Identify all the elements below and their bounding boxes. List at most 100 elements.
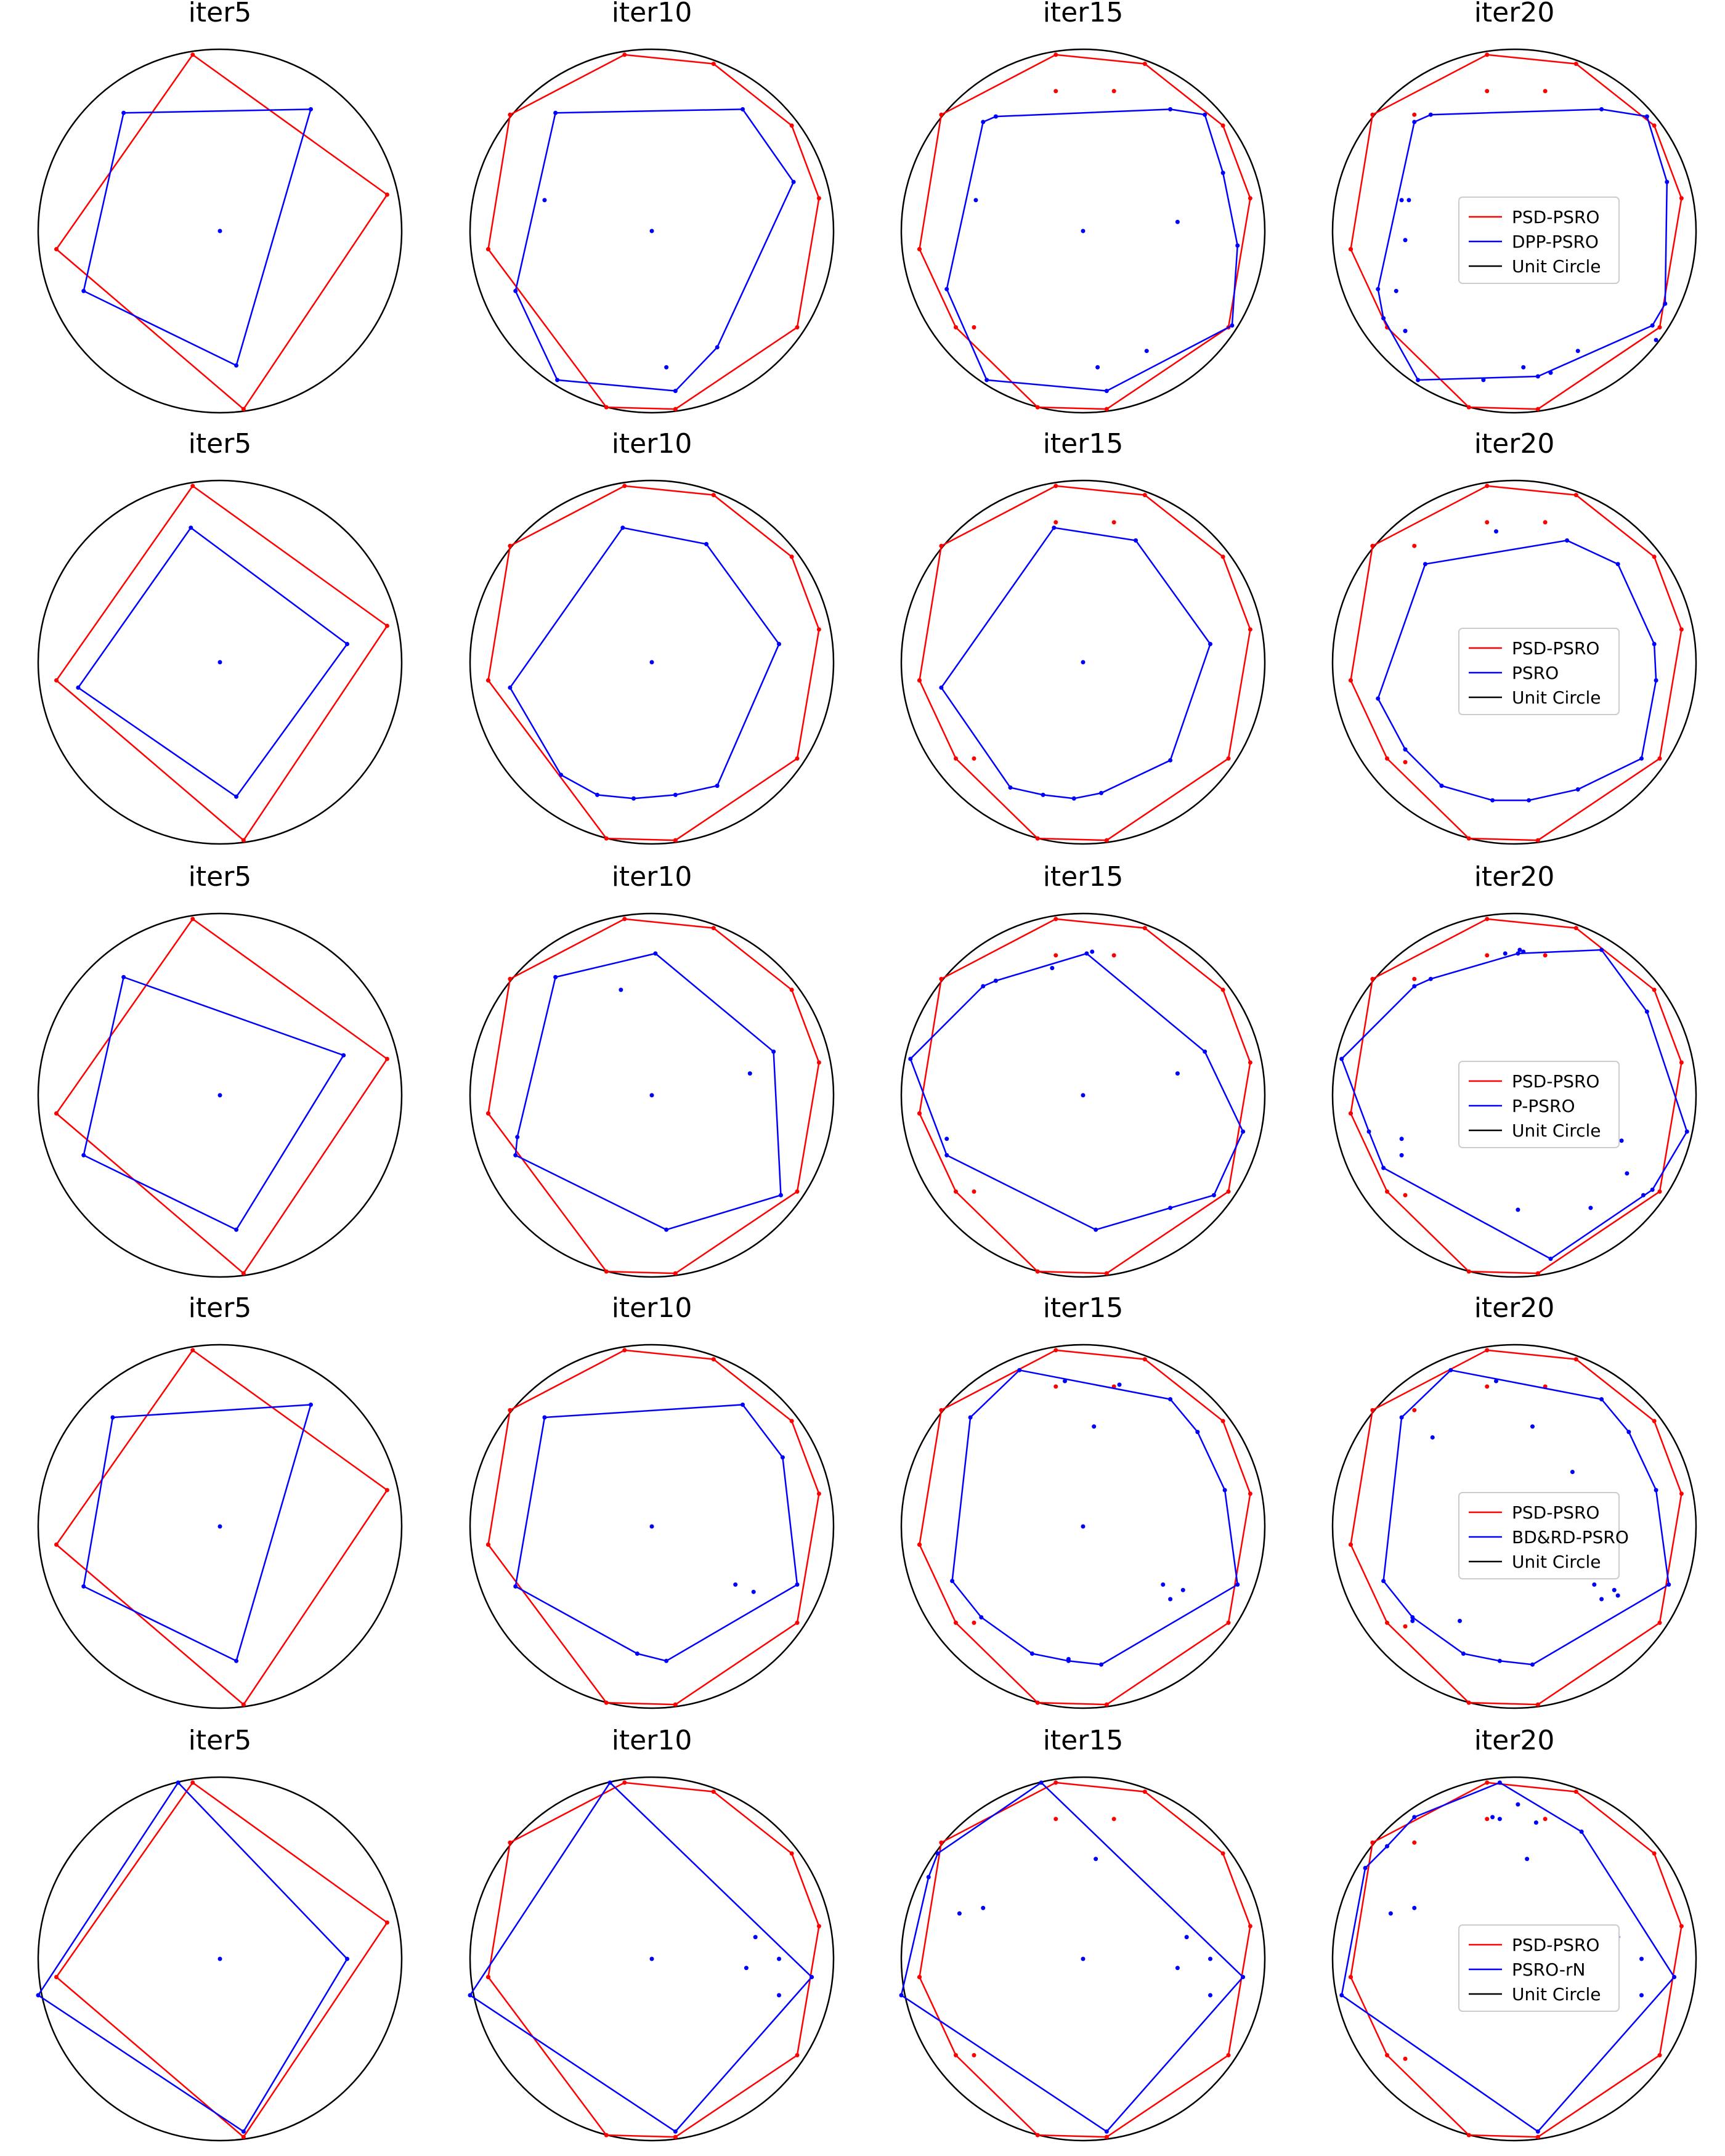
psd-psro-point (1412, 1840, 1417, 1845)
baseline-point (1081, 1093, 1086, 1098)
panel-title: iter20 (1474, 428, 1555, 460)
psd-psro-point (384, 192, 389, 197)
baseline-point (1220, 171, 1225, 176)
baseline-point (1399, 1415, 1404, 1420)
psd-psro-point (622, 52, 627, 57)
unit-circle (469, 479, 835, 845)
psd-psro-point (1403, 1193, 1408, 1198)
baseline-point (1203, 112, 1208, 117)
baseline-point (309, 107, 313, 111)
baseline-hull (514, 1404, 798, 1662)
psd-psro-point (972, 756, 976, 761)
baseline-point (1410, 1615, 1415, 1619)
psd-psro-point (604, 1700, 609, 1705)
psd-psro-point (917, 1542, 922, 1547)
baseline-point (1081, 1524, 1086, 1529)
baseline-point (1385, 1844, 1389, 1849)
baseline-point (1615, 562, 1620, 567)
panel-r5-iter15: iter15 (899, 1725, 1266, 2142)
baseline-point (513, 1584, 518, 1589)
psd-psro-point (1142, 1357, 1147, 1362)
baseline-point (1399, 1153, 1404, 1157)
psd-psro-point (917, 1111, 922, 1116)
baseline-point (1530, 1662, 1535, 1667)
psd-psro-point (1412, 112, 1417, 117)
baseline-point (1095, 365, 1100, 370)
psd-psro-point (1485, 953, 1490, 958)
psd-psro-point (1403, 760, 1408, 764)
panel-r4-iter20: iter20 PSD-PSRO BD&RD-PSRO Unit Circle (1331, 1292, 1697, 1709)
baseline-point (1448, 1368, 1453, 1372)
unit-circle (1331, 912, 1697, 1278)
baseline-point (1535, 374, 1540, 379)
psd-psro-point (1220, 1851, 1225, 1856)
panel-r1-iter5: iter5 (37, 0, 403, 414)
baseline-point (1521, 949, 1526, 954)
baseline-point (1412, 984, 1417, 989)
psd-psro-point (190, 917, 195, 922)
baseline-point (733, 1582, 738, 1587)
baseline-point (176, 1780, 181, 1785)
baseline-point (513, 288, 518, 293)
baseline-hull (1341, 949, 1688, 1260)
psd-psro-point (1053, 1780, 1058, 1785)
baseline-hull (946, 108, 1239, 392)
baseline-point (741, 107, 745, 111)
psd-psro-point (54, 1111, 59, 1116)
psd-psro-point (1657, 2053, 1662, 2057)
psd-psro-point (1652, 1419, 1657, 1424)
psd-psro-point (1535, 838, 1540, 843)
psd-psro-point (1385, 1620, 1389, 1625)
psd-psro-point (795, 756, 800, 761)
baseline-point (1094, 1227, 1098, 1232)
psd-psro-point (190, 1780, 195, 1785)
baseline-point (1650, 323, 1655, 328)
baseline-point (1071, 796, 1076, 801)
baseline-point (1535, 2129, 1540, 2134)
baseline-point (1410, 1618, 1415, 1623)
psd-psro-point (1248, 627, 1252, 632)
baseline-hull (83, 108, 312, 367)
psd-psro-point (816, 1060, 821, 1065)
legend-box (1458, 197, 1620, 284)
psd-psro-point (1412, 976, 1417, 981)
psd-psro-point (954, 1620, 958, 1625)
legend: PSD-PSRO BD&RD-PSRO Unit Circle (1458, 1492, 1629, 1579)
psd-psro-point (1485, 89, 1490, 94)
psd-psro-hull (487, 1349, 820, 1706)
panel-r2-iter15: iter15 (900, 428, 1266, 845)
psd-psro-point (1053, 917, 1058, 922)
psd-psro-point (486, 1542, 490, 1547)
psd-psro-point (1226, 1189, 1231, 1194)
psd-psro-point (1573, 493, 1578, 498)
psd-psro-point (1370, 976, 1375, 981)
baseline-point (1619, 1138, 1624, 1143)
psd-psro-point (384, 1920, 389, 1925)
psd-psro-point (816, 196, 821, 201)
psd-psro-point (1573, 926, 1578, 931)
psd-psro-point (1543, 89, 1548, 94)
psd-psro-point (1652, 1851, 1657, 1856)
psd-psro-point (1485, 484, 1490, 488)
baseline-point (984, 378, 989, 383)
panel-title: iter5 (189, 1292, 252, 1324)
baseline-point (1570, 1470, 1575, 1474)
psd-psro-point (190, 1348, 195, 1353)
baseline-point (1235, 243, 1240, 248)
psd-psro-point (1053, 520, 1058, 525)
panel-title: iter20 (1474, 1725, 1555, 1756)
unit-circle (37, 1776, 403, 2142)
unit-circle (900, 479, 1266, 845)
baseline-point (1208, 1993, 1212, 1998)
baseline-point (234, 1658, 239, 1663)
psd-psro-point (673, 2134, 678, 2139)
panel-title: iter15 (1043, 428, 1124, 460)
psd-psro-point (1485, 1348, 1490, 1353)
baseline-point (1428, 976, 1433, 981)
baseline-point (1548, 370, 1553, 375)
baseline-point (595, 792, 599, 797)
baseline-point (1008, 785, 1013, 790)
baseline-point (1626, 1430, 1631, 1435)
psd-psro-point (1385, 756, 1389, 761)
baseline-point (777, 642, 781, 646)
